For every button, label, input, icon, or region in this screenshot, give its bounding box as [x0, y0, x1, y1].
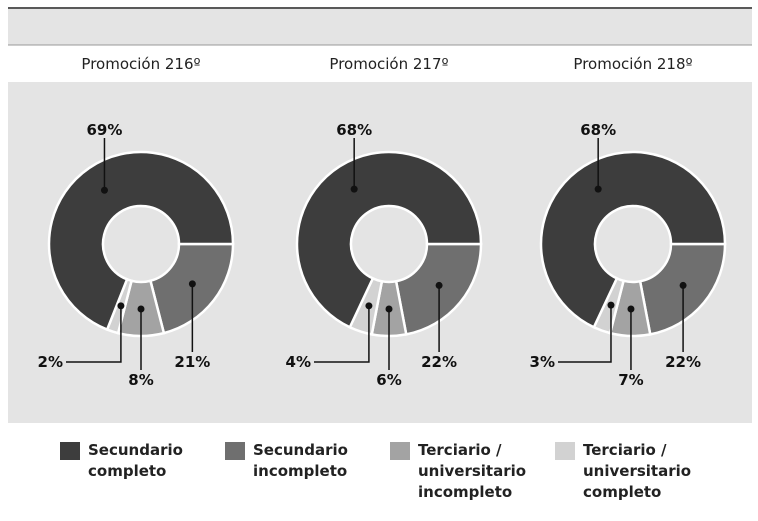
chart-title: Promoción 218º — [573, 55, 692, 73]
donut-segment — [295, 150, 483, 329]
legend-item: Terciario / universitario completo — [555, 440, 715, 503]
value-label: 3% — [530, 353, 555, 371]
legend-swatch — [390, 442, 410, 460]
leader-dot — [607, 301, 615, 309]
value-label: 22% — [421, 353, 457, 371]
legend-item: Terciario / universitario incompleto — [390, 440, 550, 503]
leader-dot — [350, 185, 358, 193]
chart-title: Promoción 217º — [329, 55, 448, 73]
donut-segment — [47, 150, 235, 332]
panel — [8, 82, 752, 423]
value-label: 68% — [580, 121, 616, 139]
leader-dot — [594, 185, 602, 193]
value-label: 69% — [87, 121, 123, 139]
legend-item: Secundario incompleto — [225, 440, 385, 503]
legend-swatch — [60, 442, 80, 460]
leader-dot — [365, 302, 373, 310]
value-label: 2% — [38, 353, 63, 371]
leader-dot — [137, 305, 145, 313]
legend-item: Secundario completo — [60, 440, 220, 503]
value-label: 4% — [286, 353, 311, 371]
leader-dot — [385, 305, 393, 313]
leader-line — [314, 305, 370, 363]
leader-line — [558, 305, 612, 363]
header-band — [8, 9, 752, 45]
leader-line — [66, 305, 122, 363]
legend-label: Terciario / universitario incompleto — [418, 441, 527, 501]
donut-segment — [539, 150, 727, 329]
value-label: 21% — [174, 353, 210, 371]
leader-dot — [627, 305, 635, 313]
legend: Secundario completo Secundario incompleto… — [60, 440, 750, 503]
legend-label: Secundario incompleto — [253, 441, 348, 480]
leader-dot — [100, 186, 108, 194]
leader-dot — [435, 281, 443, 289]
value-label: 68% — [336, 121, 372, 139]
leader-dot — [679, 281, 687, 289]
leader-dot — [117, 302, 125, 310]
value-label: 8% — [128, 371, 153, 389]
chart: Promoción 216º 21% 8% 2% 69% Promoción 217º 22… — [8, 7, 752, 423]
value-label: 22% — [665, 353, 701, 371]
leader-dot — [188, 280, 196, 288]
legend-swatch — [555, 442, 575, 460]
legend-label: Secundario completo — [88, 441, 183, 480]
value-label: 6% — [376, 371, 401, 389]
chart-title: Promoción 216º — [81, 55, 200, 73]
value-label: 7% — [618, 371, 643, 389]
legend-swatch — [225, 442, 245, 460]
legend-label: Terciario / universitario completo — [583, 441, 692, 501]
